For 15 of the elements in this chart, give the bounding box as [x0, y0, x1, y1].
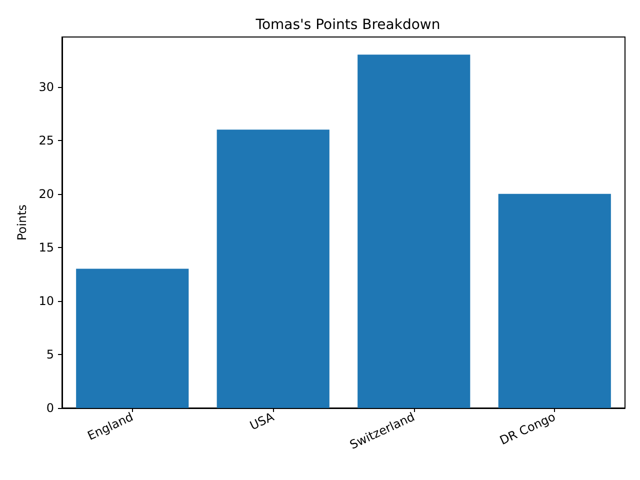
y-tick-label: 0 [46, 401, 54, 415]
y-tick-label: 15 [38, 240, 54, 254]
y-tick-label: 25 [38, 133, 54, 148]
bar [498, 194, 611, 408]
bar [358, 54, 470, 408]
bar [216, 130, 330, 408]
y-axis-title: Points [14, 204, 29, 241]
y-tick-label: 30 [38, 80, 54, 94]
y-tick-label: 10 [38, 294, 54, 308]
bar [76, 268, 189, 408]
x-tick-label: DR Congo [498, 410, 558, 448]
y-tick-label: 5 [46, 347, 54, 362]
x-tick-label: USA [248, 409, 277, 433]
chart-title: Tomas's Points Breakdown [254, 17, 440, 33]
y-tick-label: 20 [38, 186, 54, 201]
